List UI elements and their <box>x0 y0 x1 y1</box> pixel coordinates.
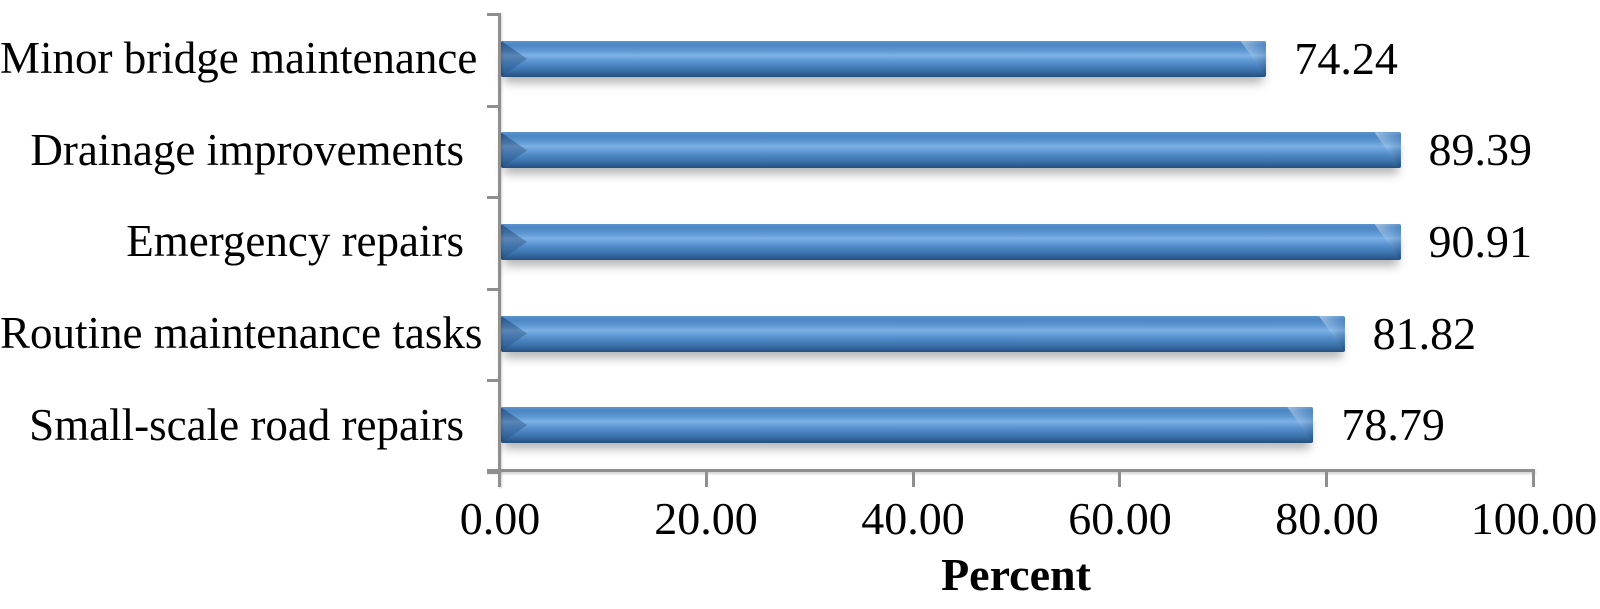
x-axis-tick <box>705 470 708 487</box>
bar-track: 78.79 <box>501 402 1532 448</box>
bar-rows: Minor bridge maintenance 74.24 Drainage im… <box>0 13 1600 471</box>
bar-track: 90.91 <box>501 215 1533 267</box>
x-tick-label: 40.00 <box>861 493 965 544</box>
bar <box>501 40 1267 77</box>
value-label: 90.91 <box>1428 215 1533 267</box>
x-tick-label: 60.00 <box>1068 493 1172 544</box>
x-axis-title: Percent <box>941 549 1091 600</box>
x-axis-tick <box>1118 470 1121 487</box>
y-axis-tick <box>487 196 499 199</box>
x-axis-tick <box>498 470 501 487</box>
chart-row: Minor bridge maintenance 74.24 <box>0 13 1600 105</box>
bar <box>501 407 1314 444</box>
category-label: Minor bridge maintenance <box>0 33 478 84</box>
chart-row: Drainage improvements 89.39 <box>0 105 1600 197</box>
category-label: Drainage improvements <box>30 124 464 175</box>
x-tick-label: 0.00 <box>459 493 541 544</box>
x-tick-label: 20.00 <box>654 493 758 544</box>
chart-row: Small-scale road repairs 78.79 <box>0 379 1600 471</box>
chart-row: Emergency repairs 90.91 <box>0 196 1600 288</box>
bar-track: 74.24 <box>501 32 1532 84</box>
value-label: 78.79 <box>1341 399 1445 451</box>
category-label: Routine maintenance tasks <box>0 308 483 359</box>
y-axis-tick <box>487 13 499 16</box>
y-axis-line <box>498 13 501 487</box>
bar <box>501 223 1401 260</box>
value-label: 89.39 <box>1428 124 1533 176</box>
y-axis-tick <box>487 379 499 382</box>
x-axis-tick <box>912 470 915 487</box>
value-label: 81.82 <box>1372 307 1477 359</box>
bar-track: 89.39 <box>501 127 1532 173</box>
y-axis-tick <box>487 105 499 108</box>
chart-row: Routine maintenance tasks 81.82 <box>0 288 1600 380</box>
x-axis-line <box>487 469 1535 472</box>
category-label: Emergency repairs <box>126 216 464 267</box>
y-axis-tick <box>487 288 499 291</box>
value-label: 74.24 <box>1294 32 1398 84</box>
x-axis-tick <box>1532 470 1535 487</box>
bar-track: 81.82 <box>501 307 1532 359</box>
y-axis-tick <box>487 471 499 474</box>
x-tick-label: 100.00 <box>1470 493 1598 544</box>
bar <box>501 132 1401 169</box>
x-axis-tick <box>1325 470 1328 487</box>
category-label: Small-scale road repairs <box>29 399 464 450</box>
bar <box>501 315 1345 352</box>
x-tick-label: 80.00 <box>1275 493 1379 544</box>
